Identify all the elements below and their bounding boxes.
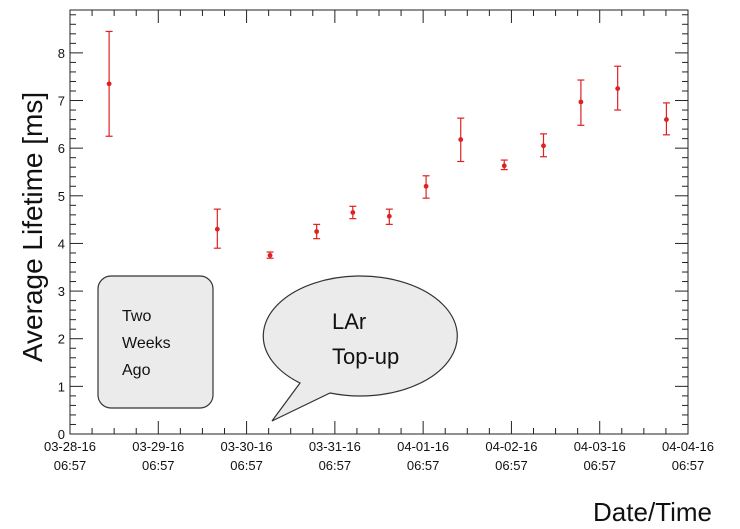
annotation-line: Top-up xyxy=(332,344,399,369)
data-marker xyxy=(423,183,429,189)
x-tick-label-time: 06:57 xyxy=(319,458,352,473)
x-tick-label-date: 03-29-16 xyxy=(132,439,184,454)
data-marker xyxy=(615,86,621,92)
x-tick-label-date: 04-04-16 xyxy=(662,439,714,454)
x-tick-label-date: 04-03-16 xyxy=(574,439,626,454)
annotation-two-weeks-ago: Two Weeks Ago xyxy=(97,275,214,409)
data-marker xyxy=(350,210,356,215)
data-marker xyxy=(578,99,584,105)
x-axis-title: Date/Time xyxy=(593,497,712,527)
annotation-line: Ago xyxy=(122,362,151,379)
x-tick-label-date: 04-01-16 xyxy=(397,439,449,454)
data-marker xyxy=(541,143,546,149)
y-tick-label: 4 xyxy=(58,236,65,251)
data-marker xyxy=(314,229,320,234)
y-tick-label: 7 xyxy=(58,94,65,109)
y-tick-label: 5 xyxy=(58,189,65,204)
x-tick-label-time: 06:57 xyxy=(583,458,616,473)
x-tick-label-time: 06:57 xyxy=(230,458,263,473)
annotation-line: Weeks xyxy=(122,335,171,352)
annotation-box xyxy=(97,275,214,409)
annotation-lar-topup: LAr Top-up xyxy=(262,275,458,422)
y-tick-label: 1 xyxy=(58,379,65,394)
x-tick-label-date: 03-28-16 xyxy=(44,439,96,454)
x-tick-label-date: 03-31-16 xyxy=(309,439,361,454)
x-axis: 03-28-16 06:57 03-29-16 06:57 03-30-16 06:57 0… xyxy=(44,10,714,473)
data-point xyxy=(385,208,393,225)
y-axis-title: Average Lifetime [ms] xyxy=(17,92,48,362)
data-point xyxy=(500,159,508,171)
data-point xyxy=(313,223,321,240)
y-tick-label: 2 xyxy=(58,332,65,347)
y-tick-label: 0 xyxy=(58,427,65,442)
data-point xyxy=(349,205,357,220)
x-tick-label-date: 03-30-16 xyxy=(221,439,273,454)
x-tick-label-time: 06:57 xyxy=(142,458,175,473)
speech-bubble xyxy=(262,275,458,422)
data-point xyxy=(266,251,274,259)
y-tick-label: 3 xyxy=(58,284,65,299)
data-point xyxy=(457,117,465,163)
data-marker xyxy=(458,137,464,142)
y-axis: 0 1 2 3 4 5 6 7 8 xyxy=(58,14,688,442)
x-tick-label-time: 06:57 xyxy=(672,458,705,473)
data-point xyxy=(614,65,622,111)
data-marker xyxy=(501,163,507,169)
x-tick-label-time: 06:57 xyxy=(407,458,440,473)
data-point xyxy=(577,79,585,126)
data-point xyxy=(213,208,221,249)
data-marker xyxy=(267,252,273,258)
data-points xyxy=(105,30,670,259)
y-tick-label: 6 xyxy=(58,141,65,156)
data-point xyxy=(662,102,670,136)
annotation-line: LAr xyxy=(332,309,366,334)
data-marker xyxy=(664,117,669,122)
x-tick-label-time: 06:57 xyxy=(495,458,528,473)
annotation-line: Two xyxy=(122,308,151,325)
y-tick-label: 8 xyxy=(58,46,65,61)
x-tick-label-time: 06:57 xyxy=(54,458,87,473)
data-marker xyxy=(214,226,220,232)
data-marker xyxy=(106,81,112,87)
data-marker xyxy=(386,213,392,219)
data-point xyxy=(422,175,430,199)
x-tick-label-date: 04-02-16 xyxy=(485,439,537,454)
data-point xyxy=(539,133,547,158)
data-point xyxy=(105,30,113,137)
